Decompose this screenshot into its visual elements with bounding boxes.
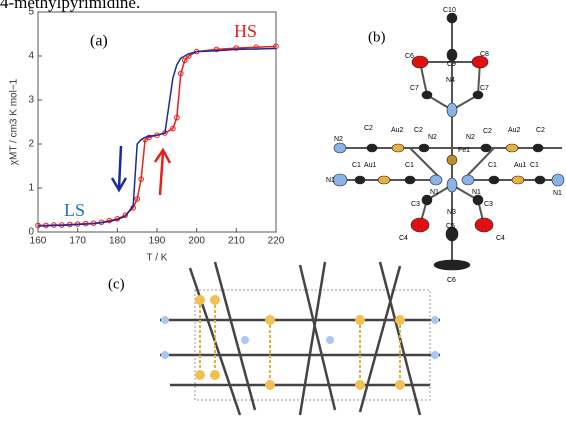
atom-label: N3 xyxy=(447,209,456,216)
packing-c xyxy=(160,262,440,415)
atom-label: C2 xyxy=(483,128,492,135)
atom-label: N2 xyxy=(428,134,437,141)
y-tick-label: 5 xyxy=(28,7,34,18)
panel-b-label: (b) xyxy=(368,29,386,45)
page: 4-methylpyrimidine. (b) C10 C6 xyxy=(0,0,566,423)
y-tick-label: 2 xyxy=(28,139,34,150)
atom-label: C7 xyxy=(410,85,419,92)
x-axis-label: T / K xyxy=(147,253,168,264)
x-tick-label: 220 xyxy=(268,236,285,247)
atom-label: C3 xyxy=(484,201,493,208)
y-tick-label: 1 xyxy=(28,183,34,194)
atom-label: Au1 xyxy=(514,162,527,169)
x-tick-label: 180 xyxy=(109,236,126,247)
atom-label: C4 xyxy=(399,235,408,242)
atom-label: N1 xyxy=(553,190,562,197)
atom-label: C1 xyxy=(530,162,539,169)
x-tick-label: 200 xyxy=(188,236,205,247)
atom-label: Fe1 xyxy=(458,147,470,154)
atom-label: C9 xyxy=(447,61,456,68)
atom-label: C2 xyxy=(536,127,545,134)
atom-label: C6 xyxy=(447,277,456,284)
atom-label: C1 xyxy=(352,162,361,169)
panel-a-label: (a) xyxy=(90,33,108,50)
atoms-b xyxy=(333,13,564,270)
arrows xyxy=(112,146,170,195)
atom-label: C4 xyxy=(496,235,505,242)
panel-c-label: (c) xyxy=(108,276,125,292)
y-tick-label: 0 xyxy=(28,227,34,238)
x-tick-label: 190 xyxy=(149,236,166,247)
atom-labels: C10 C6 C9 C8 C7 N4 C7 N2 C2 Au2 C2 N2 N2… xyxy=(326,7,562,284)
atom-label: C2 xyxy=(414,127,423,134)
atom-label: N1 xyxy=(472,189,481,196)
x-tick-label: 170 xyxy=(69,236,86,247)
y-tick-label: 3 xyxy=(28,95,34,106)
atom-label: N2 xyxy=(466,134,475,141)
atom-label: C7 xyxy=(480,85,489,92)
annotation: HS xyxy=(234,21,257,41)
atom-label: N2 xyxy=(334,136,343,143)
atom-label: C6 xyxy=(405,53,414,60)
atom-label: C5 xyxy=(446,223,455,230)
annotation: LS xyxy=(64,200,85,220)
atom-label: N1 xyxy=(430,189,439,196)
y-tick-label: 4 xyxy=(28,51,34,62)
atom-label: C10 xyxy=(443,7,456,14)
figure: 4-methylpyrimidine. (b) C10 C6 xyxy=(0,0,566,423)
atom-label: C2 xyxy=(364,125,373,132)
atom-label: C1 xyxy=(488,162,497,169)
atom-label: C8 xyxy=(480,51,489,58)
atom-label: Au2 xyxy=(508,127,521,134)
x-tick-label: 210 xyxy=(228,236,245,247)
atom-label: N4 xyxy=(446,77,455,84)
caption-fragment: 4-methylpyrimidine. xyxy=(0,0,140,12)
y-axis-label: χMT / cm3 K mol−1 xyxy=(9,78,20,165)
plot-frame xyxy=(38,12,276,232)
atom-label: C3 xyxy=(411,201,420,208)
atom-label: Au1 xyxy=(364,162,377,169)
atom-label: C1 xyxy=(405,162,414,169)
atom-label: N1 xyxy=(326,177,335,184)
atom-label: Au2 xyxy=(391,127,404,134)
